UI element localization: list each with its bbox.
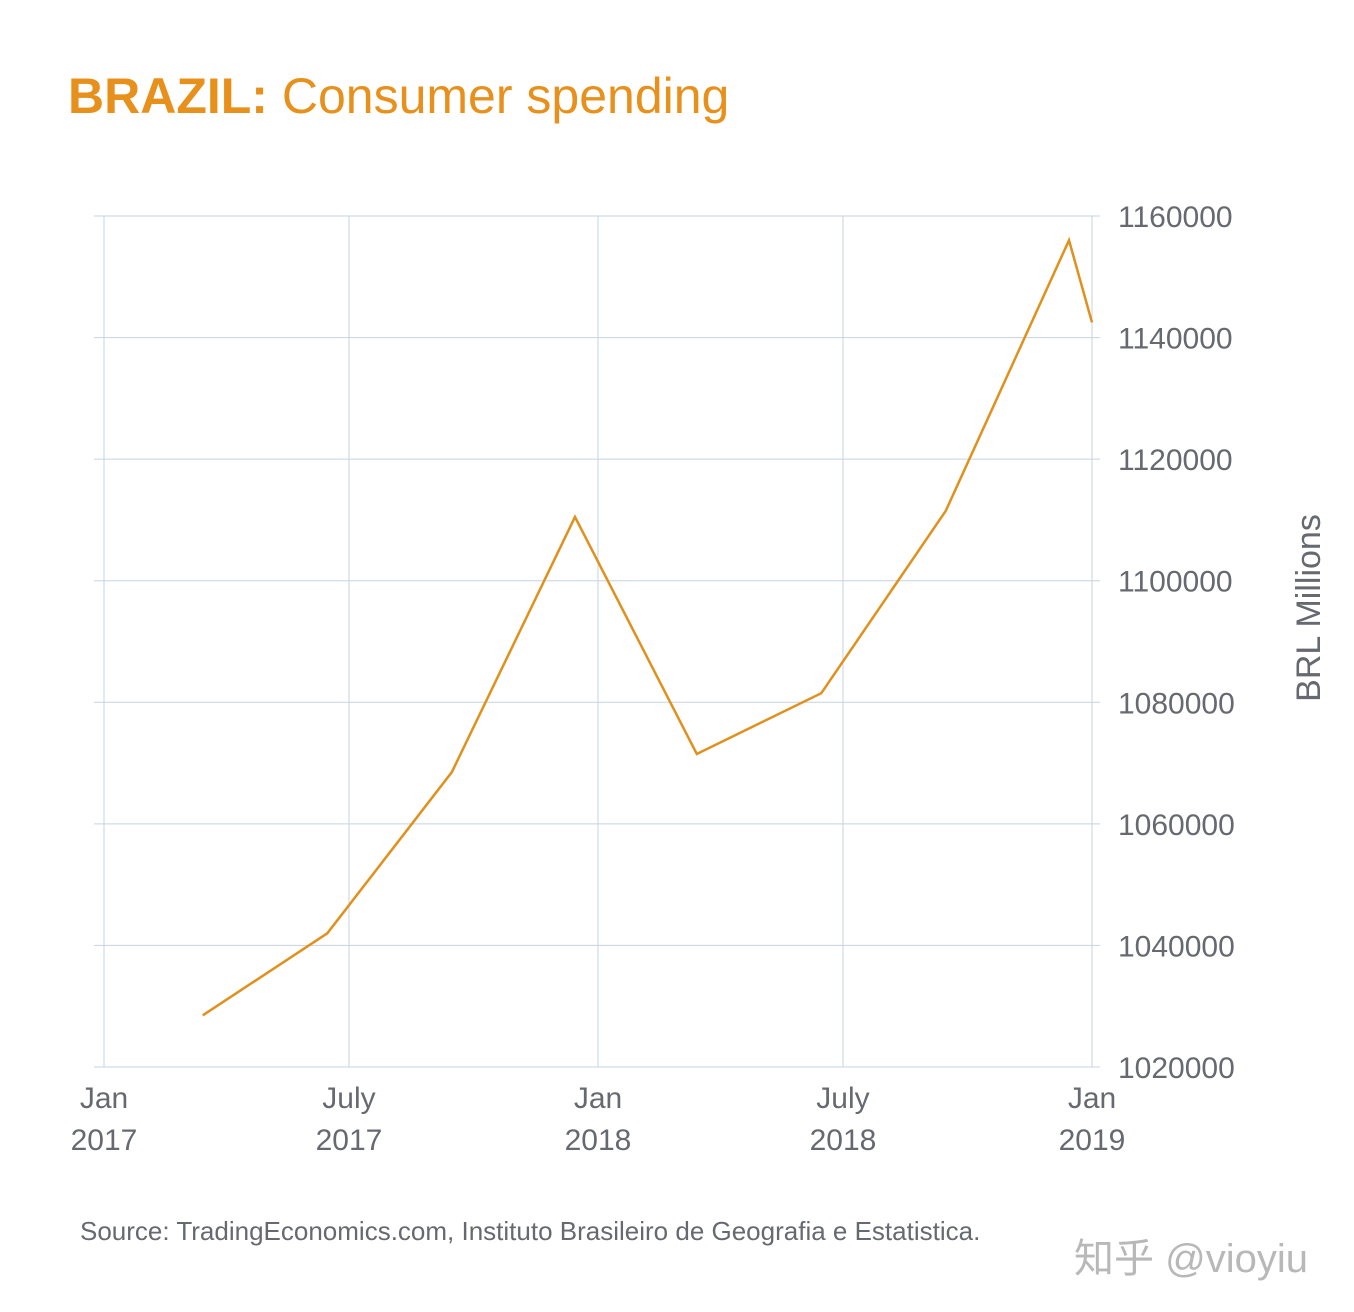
watermark: 知乎 @vioyiu xyxy=(1074,1237,1308,1281)
x-tick-label-year: 2019 xyxy=(1059,1124,1126,1157)
x-tick-label-year: 2017 xyxy=(71,1124,138,1157)
x-tick-label-month: Jan xyxy=(80,1082,128,1115)
y-axis-label: BRL Millions xyxy=(1290,514,1328,702)
series-group xyxy=(202,236,1094,1017)
y-tick-label: 1020000 xyxy=(1118,1052,1235,1085)
x-tick-label-month: July xyxy=(816,1082,869,1115)
y-tick-label: 1160000 xyxy=(1118,201,1233,234)
y-tick-label: 1060000 xyxy=(1118,809,1235,842)
x-tick-label-year: 2018 xyxy=(810,1124,877,1157)
x-tick-label-month: Jan xyxy=(1068,1082,1116,1115)
x-tick-label-year: 2018 xyxy=(565,1124,632,1157)
chart-title: BRAZIL: Consumer spending xyxy=(68,66,729,126)
x-tick-labels: Jan 2017 July 2017 Jan 2018 July 2018 Jan 2019 xyxy=(71,1082,1126,1157)
x-tick-label-month: July xyxy=(322,1082,375,1115)
x-tick-label-year: 2017 xyxy=(316,1124,383,1157)
chart-title-country: BRAZIL: xyxy=(68,68,268,124)
y-tick-label: 1040000 xyxy=(1118,930,1235,963)
line-chart: 1160000 1140000 1120000 1100000 1080000 10600… xyxy=(71,201,1328,1157)
y-tick-label: 1100000 xyxy=(1118,566,1233,599)
y-tick-labels: 1160000 1140000 1120000 1100000 1080000 10600… xyxy=(1118,201,1235,1085)
vertical-gridlines xyxy=(103,216,1093,1067)
horizontal-gridlines xyxy=(94,215,1100,1068)
source-note: Source: TradingEconomics.com, Instituto … xyxy=(80,1216,981,1246)
y-tick-label: 1140000 xyxy=(1118,323,1233,356)
y-tick-label: 1080000 xyxy=(1118,687,1235,720)
y-tick-label: 1120000 xyxy=(1118,444,1233,477)
x-tick-label-month: Jan xyxy=(574,1082,622,1115)
series-line-0 xyxy=(202,236,1094,1017)
chart-title-subject: Consumer spending xyxy=(281,68,730,124)
